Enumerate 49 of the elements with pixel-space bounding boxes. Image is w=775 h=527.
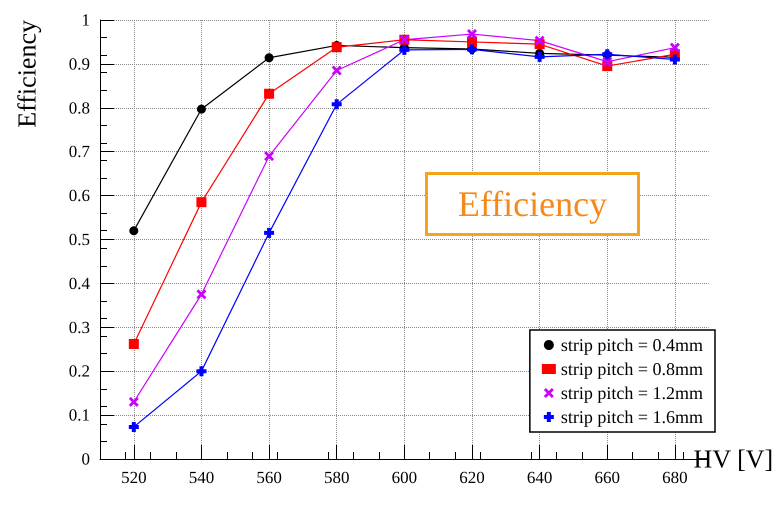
x-axis-title: HV [V] [694, 444, 774, 474]
point [196, 197, 206, 208]
point [128, 338, 139, 349]
y-tick-label: 0.6 [68, 186, 90, 206]
point [466, 29, 477, 40]
point [670, 54, 680, 65]
x-tick-label: 540 [188, 468, 214, 487]
y-tick-label: 0.1 [68, 406, 90, 425]
point [264, 53, 274, 62]
y-axis-title: Efficiency [12, 20, 42, 128]
point [264, 228, 274, 238]
y-tick-label: 0.7 [68, 142, 90, 162]
legend-label: strip pitch = 0.4mm [560, 335, 704, 355]
point [196, 366, 206, 376]
point [534, 36, 545, 46]
x-tick-label: 520 [121, 468, 147, 487]
x-tick-label: 620 [459, 468, 485, 487]
x-tick-label: 600 [392, 468, 418, 487]
point [128, 396, 139, 407]
y-tick-label: 1 [82, 10, 90, 30]
point [264, 151, 274, 162]
point [332, 42, 342, 52]
point [399, 44, 410, 55]
x-tick-label: 660 [594, 468, 620, 487]
y-tick-label: 0.8 [68, 98, 90, 118]
legend-label: strip pitch = 1.6mm [560, 407, 704, 427]
point [534, 52, 545, 62]
point [128, 422, 139, 432]
point [332, 65, 342, 76]
y-tick-label: 0.4 [68, 274, 90, 293]
legend-label: strip pitch = 1.2mm [560, 383, 704, 403]
legend-label: strip pitch = 0.8mm [560, 359, 704, 379]
x-tick-label: 580 [324, 468, 350, 487]
x-tick-label: 560 [256, 468, 282, 487]
y-tick-label: 0.3 [68, 318, 90, 337]
point [332, 99, 342, 110]
point [129, 226, 138, 236]
point [196, 104, 206, 114]
annotation: Efficiency [425, 172, 640, 236]
y-tick-label: 0.2 [68, 362, 90, 381]
y-tick-label: 0 [82, 450, 90, 468]
point [196, 289, 206, 300]
x-tick-label: 640 [526, 468, 552, 487]
y-tick-label: 0.5 [68, 230, 90, 249]
point [670, 42, 680, 53]
point [264, 88, 274, 99]
point [602, 56, 612, 67]
x-tick-label: 680 [662, 468, 688, 487]
y-tick-label: 0.9 [68, 54, 90, 74]
